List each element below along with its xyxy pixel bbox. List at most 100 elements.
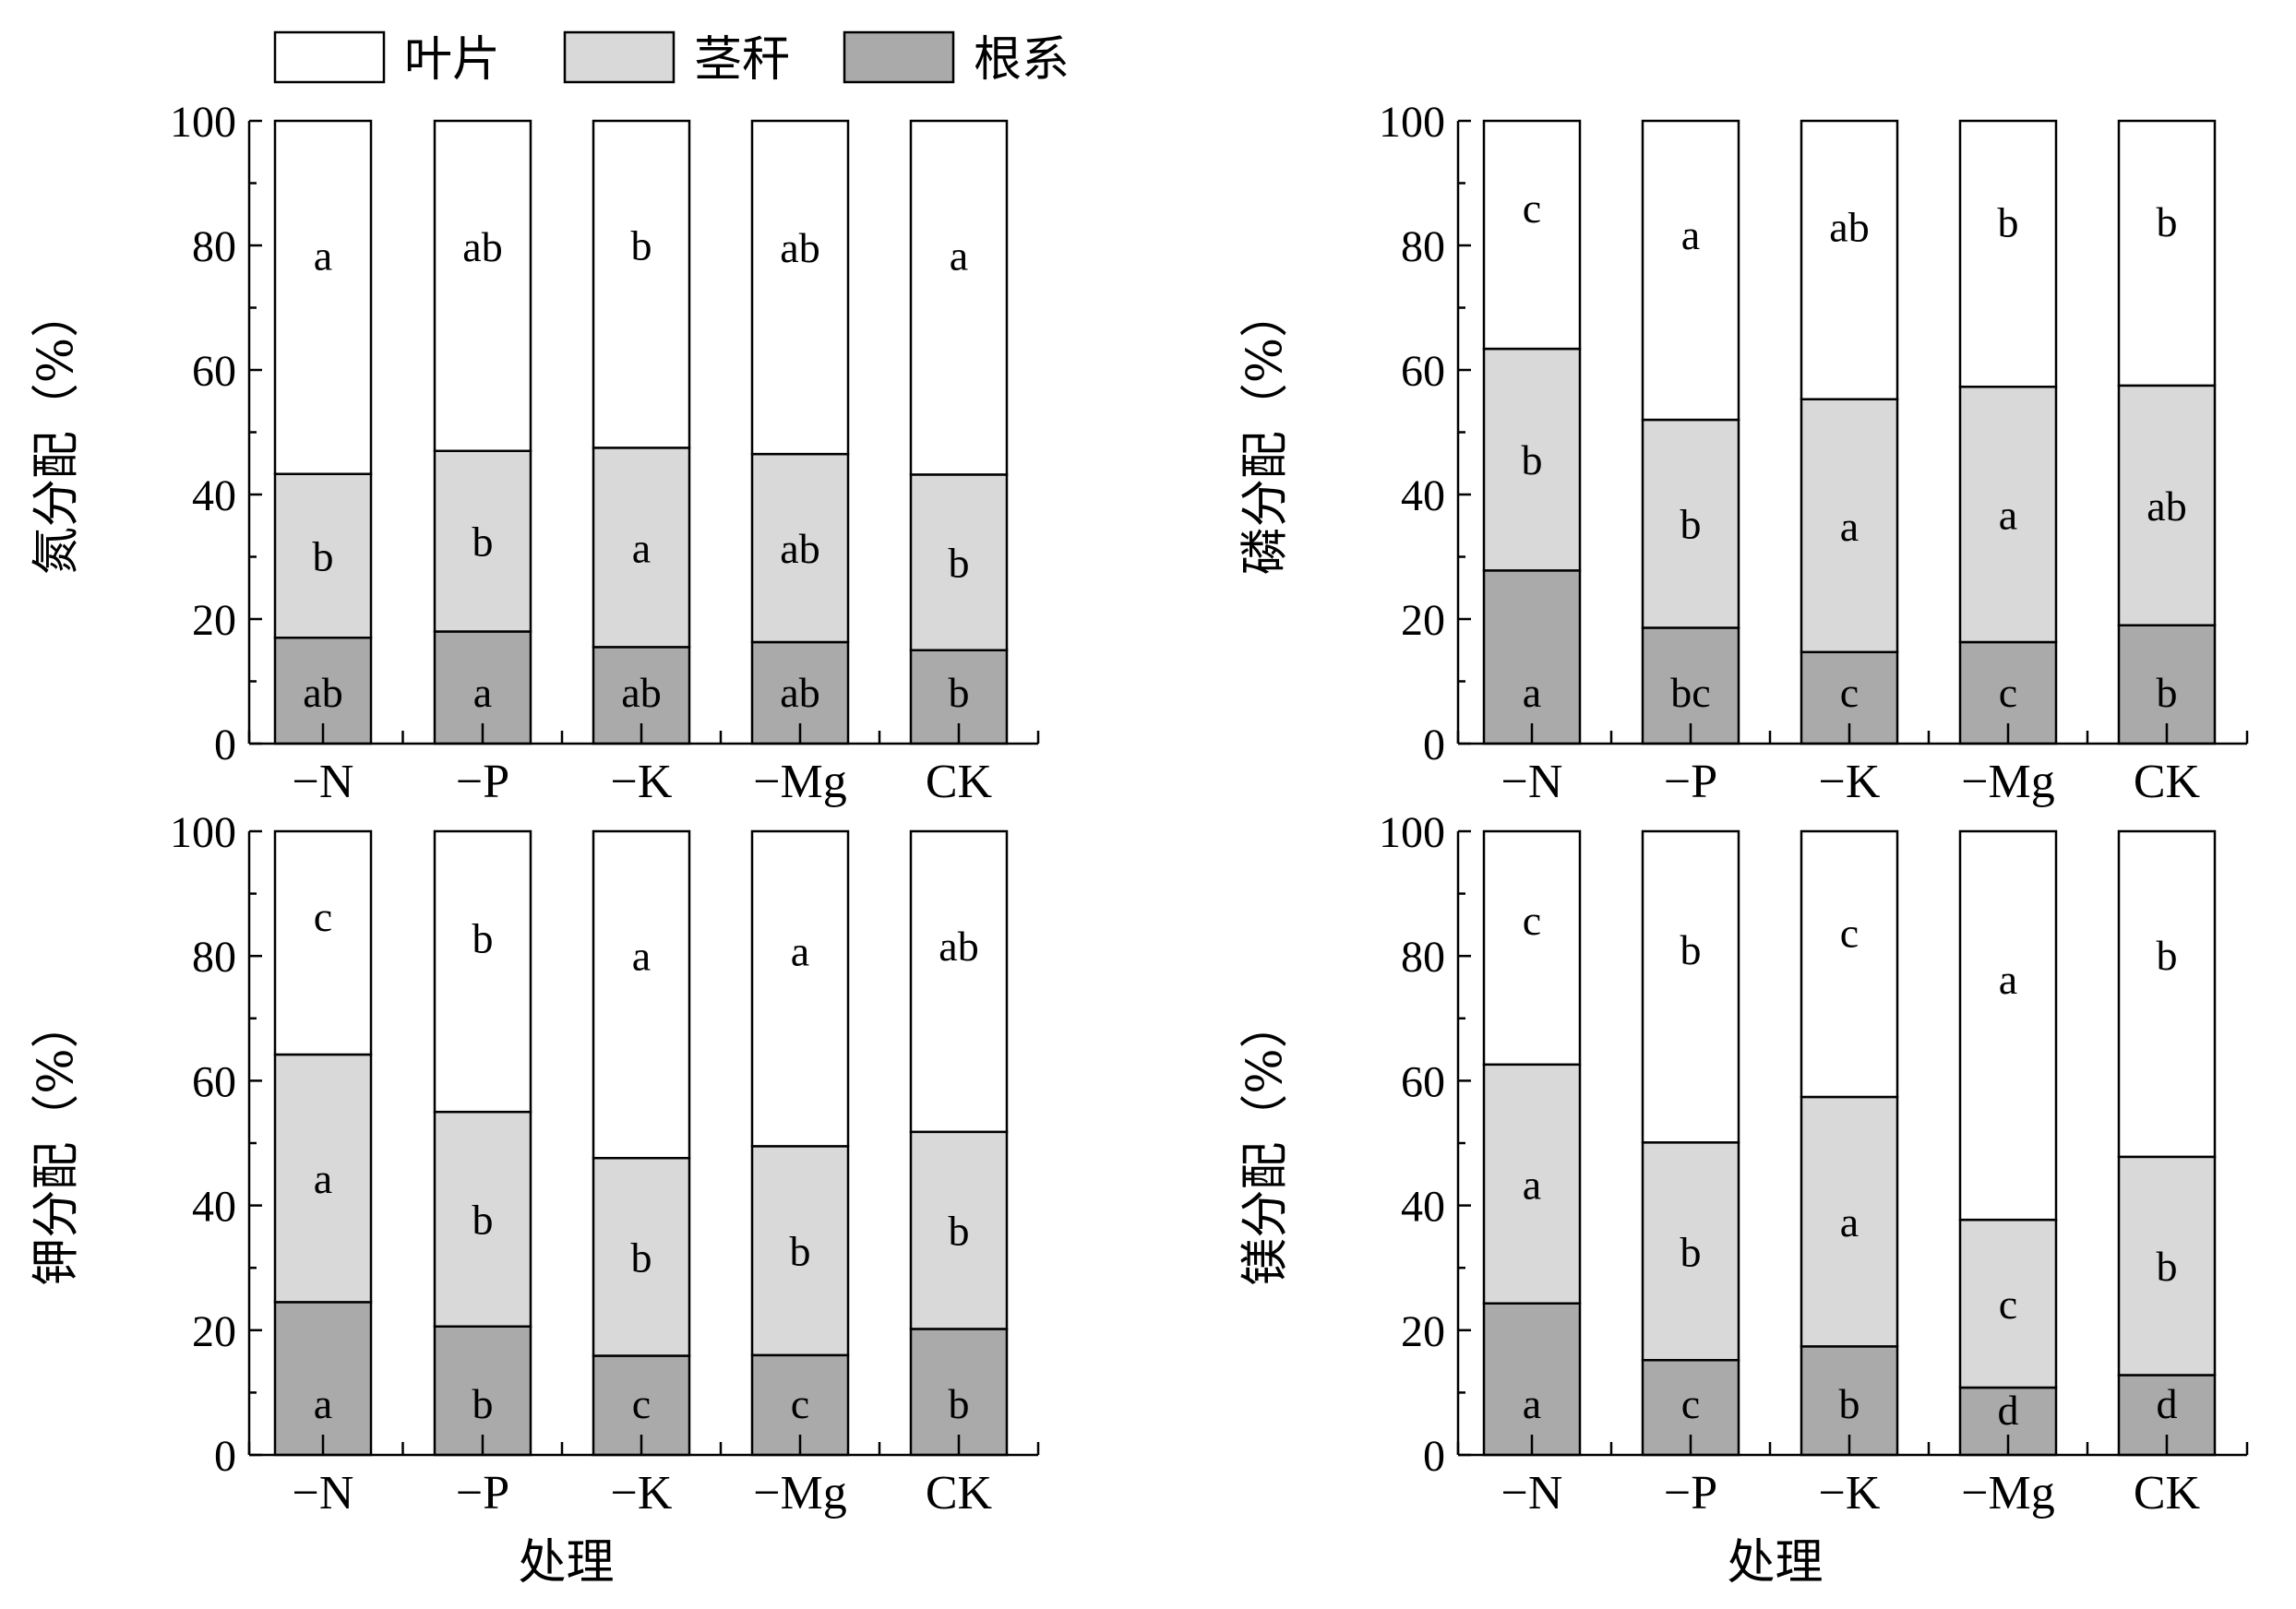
legend-label: 根系	[974, 32, 1070, 88]
significance-label: ab	[621, 669, 661, 716]
significance-label: b	[1680, 926, 1702, 973]
significance-label: b	[2157, 1243, 2178, 1290]
x-tick-label: −Mg	[1961, 1467, 2055, 1520]
legend-swatch	[843, 30, 955, 84]
x-tick-label: −P	[456, 1467, 509, 1520]
significance-label: b	[1839, 1380, 1860, 1427]
y-tick-label: 60	[1401, 347, 1445, 396]
bar-segment	[1958, 119, 2058, 388]
significance-label: b	[313, 532, 334, 579]
significance-label: c	[1840, 669, 1859, 716]
significance-label: b	[949, 669, 970, 716]
bar-segment	[1641, 418, 1740, 629]
x-tick-label: CK	[2134, 756, 2201, 808]
significance-label: c	[1523, 185, 1541, 232]
significance-label: bc	[1670, 669, 1710, 716]
bar-segment	[1482, 829, 1582, 1067]
x-tick-label: −P	[456, 756, 509, 808]
significance-label: a	[473, 669, 492, 716]
x-tick-label: −P	[1664, 1467, 1717, 1520]
bar-segment	[1641, 829, 1740, 1144]
bar-segment	[273, 1301, 373, 1457]
y-tick-label: 100	[1379, 98, 1445, 147]
bar-segment	[1641, 1141, 1740, 1362]
bar-segment	[592, 447, 691, 649]
y-tick-label: 40	[192, 471, 236, 520]
significance-label: b	[631, 222, 652, 269]
significance-label: c	[1681, 1380, 1700, 1427]
significance-label: ab	[303, 669, 342, 716]
x-tick-label: −Mg	[1961, 756, 2055, 808]
x-tick-label: CK	[926, 1467, 993, 1520]
y-tick-label: 80	[192, 933, 236, 982]
y-tick-label: 40	[1401, 1183, 1445, 1232]
bar-segment	[2117, 1155, 2217, 1377]
y-tick-label: 20	[192, 596, 236, 645]
x-tick-label: −K	[1819, 756, 1881, 808]
bar-segment	[1482, 1063, 1582, 1305]
significance-label: a	[950, 232, 968, 280]
x-tick-label: −N	[293, 1467, 354, 1520]
significance-label: c	[791, 1380, 809, 1427]
bar-segment	[273, 119, 373, 475]
significance-label: b	[2157, 669, 2178, 716]
bar-segment	[1482, 1302, 1582, 1457]
chart-panel: a a c c b b b a c d c a d b b 0 20 40 60 80 100 −N −P −K −Mg CK 镁分…	[1238, 808, 2249, 1591]
y-tick-label: 40	[1401, 471, 1445, 520]
bar-segment	[750, 452, 850, 644]
significance-label: ab	[2147, 483, 2186, 530]
bar-segment	[433, 449, 532, 633]
significance-label: a	[632, 933, 651, 980]
y-axis-title: 镁分配（%）	[1238, 1000, 1294, 1285]
significance-label: d	[1998, 1387, 2019, 1434]
significance-label: c	[1999, 669, 2017, 716]
bar-segment	[909, 829, 1009, 1134]
significance-label: b	[1680, 1228, 1702, 1275]
bar-segment	[592, 1156, 691, 1357]
bar-segment	[273, 1053, 373, 1304]
bar-segment	[273, 472, 373, 639]
significance-label: b	[949, 1380, 970, 1427]
y-axis-title: 氮分配（%）	[30, 290, 85, 575]
bar-segment	[592, 829, 691, 1160]
legend-swatch	[563, 30, 676, 84]
x-tick-label: CK	[926, 756, 993, 808]
y-tick-label: 0	[1423, 1432, 1445, 1481]
significance-label: a	[632, 524, 651, 571]
significance-label: b	[1998, 199, 2019, 246]
significance-label: b	[472, 1380, 494, 1427]
bar-segment	[1800, 829, 1899, 1099]
significance-label: c	[1523, 897, 1541, 944]
significance-label: a	[1523, 1161, 1541, 1208]
significance-label: b	[472, 915, 494, 962]
x-tick-label: −Mg	[753, 756, 847, 808]
y-tick-label: 40	[192, 1183, 236, 1232]
bar-segment	[909, 119, 1009, 476]
significance-label: b	[949, 1208, 970, 1255]
significance-label: b	[2157, 932, 2178, 979]
bar-segment	[1958, 829, 2058, 1222]
significance-label: b	[631, 1234, 652, 1281]
bar-segment	[1800, 398, 1899, 654]
legend-swatch	[273, 30, 386, 84]
y-tick-label: 20	[192, 1307, 236, 1356]
significance-label: b	[790, 1228, 811, 1275]
significance-label: c	[1999, 1281, 2017, 1328]
significance-label: c	[1840, 909, 1859, 956]
x-tick-label: −K	[611, 756, 673, 808]
bar-segment	[2117, 829, 2217, 1159]
legend-label: 茎秆	[694, 32, 790, 88]
bar-segment	[433, 829, 532, 1114]
bar-segment	[2117, 119, 2217, 387]
bar-segment	[1958, 385, 2058, 644]
bar-segment	[1482, 569, 1582, 745]
y-tick-label: 80	[1401, 933, 1445, 982]
bar-segment	[750, 1145, 850, 1357]
bar-segment	[1641, 119, 1740, 422]
x-axis-title: 处理	[518, 1535, 614, 1591]
y-tick-label: 60	[192, 1057, 236, 1106]
significance-label: b	[1680, 501, 1702, 548]
